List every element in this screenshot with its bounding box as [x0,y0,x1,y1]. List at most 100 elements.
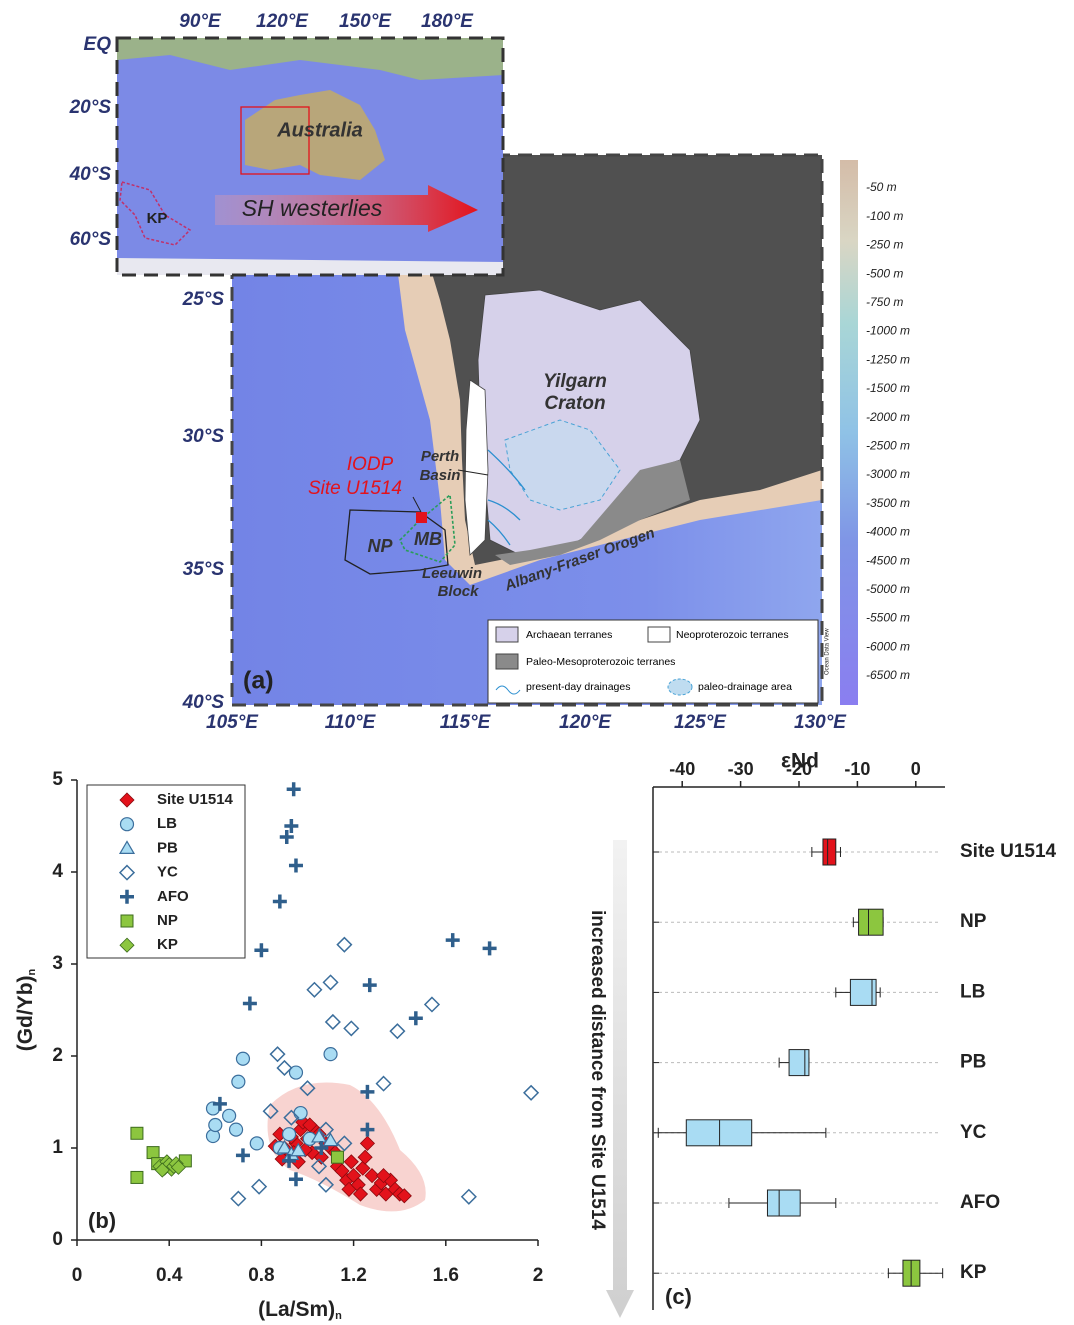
inset-map: Australia SH westerlies KP [115,36,505,277]
main-map: Yilgarn Craton Perth Basin IODP Site U15… [230,153,858,707]
category-label: LB [960,981,985,1002]
y-tick-label: 4 [52,861,63,882]
colorbar-label: -1250 m [866,352,910,366]
legend-label: KP [157,936,178,953]
box [766,1189,801,1217]
inset-lon-label: 180°E [421,11,474,32]
point [317,1121,335,1138]
colorbar-label: -3000 m [866,467,910,481]
westerlies-arrow [215,185,478,232]
point [310,1158,328,1175]
point [360,1122,375,1137]
point [317,1176,335,1193]
x-tick-label: 0.4 [156,1265,183,1286]
point [230,1190,247,1207]
lon-label: 105°E [206,712,259,733]
point [269,1046,286,1063]
x-axis-label: (La/Sm)n [258,1298,342,1322]
lon-label: 125°E [674,712,727,733]
map-frame [230,153,824,707]
map-label: NP [367,536,393,556]
point [396,1188,412,1204]
category-label: YC [960,1122,987,1143]
x-tick-label: 0 [72,1265,83,1286]
point [235,1051,251,1066]
point [283,1109,300,1126]
mb-outline [399,493,456,563]
point [208,1117,223,1133]
point [299,1080,316,1097]
point [242,996,257,1011]
colorbar-label: -6500 m [866,668,910,682]
point [272,894,287,909]
category-label: AFO [960,1192,1000,1213]
x-axis-label-sub: n [335,1310,342,1322]
point [445,933,460,948]
point [322,974,339,991]
point [460,1188,477,1205]
box [822,838,837,866]
y-axis-label: (Gd/Yb)n [14,968,38,1051]
point [330,1150,344,1164]
drainages [487,449,526,546]
point [375,1075,392,1092]
x-axis-label: εNd [781,750,819,773]
colorbar-label: -1500 m [866,381,910,395]
lon-label: 130°E [794,712,847,733]
inset-label: Australia [276,119,363,141]
point [324,1013,341,1031]
legend-swatch [495,653,519,670]
point [276,1059,293,1077]
lat-label: 25°S [182,289,225,310]
legend-label: YC [157,864,178,881]
distance-arrow [606,840,634,1318]
panel-label: (a) [243,667,274,695]
point [222,1108,237,1123]
lon-label: 110°E [325,712,377,733]
point [288,1172,303,1187]
lon-label: 120°E [559,712,612,733]
point [262,1103,279,1120]
point [249,1136,264,1151]
y-axis-label-main: (Gd/Yb) [14,975,37,1051]
box [788,1049,810,1077]
site-marker [416,512,427,523]
lat-label: 35°S [183,559,225,580]
inset-land [117,38,503,80]
point [389,1023,406,1040]
afo-terrane [495,460,690,565]
point [408,1011,423,1026]
perth-leader [457,469,489,476]
inset-lon-label: 150°E [339,11,392,32]
x-tick-label: 0.8 [248,1265,274,1286]
legend-marker [118,864,136,881]
point [364,1168,380,1184]
inset-antarctica [117,258,503,275]
point [279,830,294,845]
category-label: KP [960,1262,987,1283]
map-label: Block [438,583,480,600]
point [362,978,377,993]
point [235,1148,250,1163]
point [322,1132,339,1147]
legend-marker [118,840,136,855]
point [343,1020,360,1037]
point [212,1096,227,1111]
neoproterozoic [464,379,489,556]
x-tick-label: 2 [533,1265,544,1286]
point [146,1146,160,1160]
point [254,943,269,958]
inset-frame [115,36,505,277]
point [286,782,301,797]
x-tick-label: 1.2 [340,1265,366,1286]
lat-label: 30°S [183,426,225,447]
inset-label: SH westerlies [242,195,383,221]
box [685,1119,753,1147]
colorbar-label: -1000 m [866,324,910,338]
category-label: PB [960,1052,986,1073]
legend-marker [119,817,135,832]
legend-label: paleo-drainage area [698,681,792,693]
x-tick-label: 0 [911,759,921,779]
inset-lat-label: EQ [84,34,112,55]
y-tick-label: 1 [52,1137,63,1158]
